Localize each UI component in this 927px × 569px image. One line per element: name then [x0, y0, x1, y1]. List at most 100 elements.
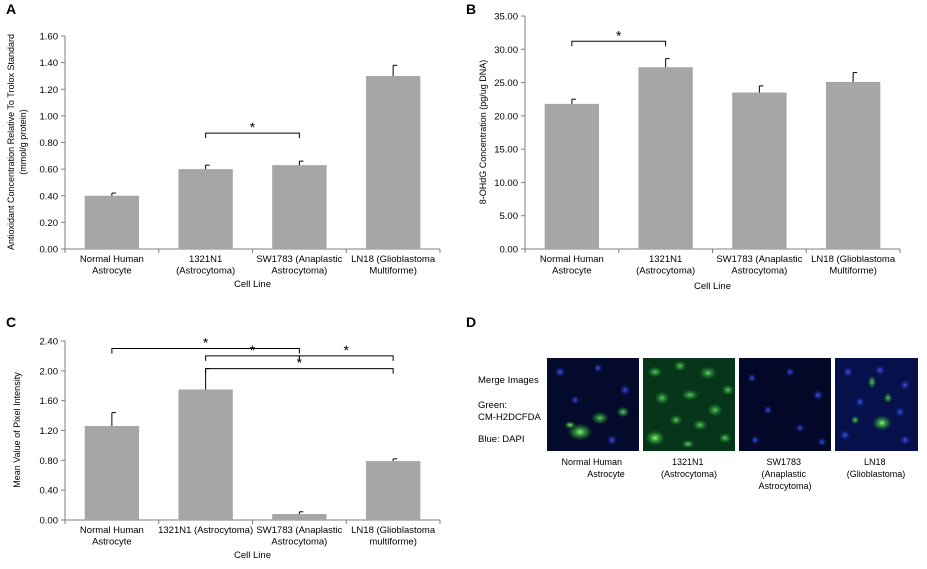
- bar: [178, 169, 233, 249]
- category-label-line: 1321N1: [189, 254, 222, 265]
- panel-d: Merge Images Green: CM-H2DCFDA Blue: DAP…: [478, 358, 918, 491]
- category-label-line: (Astrocytoma): [176, 266, 235, 277]
- category-label-line: Normal Human: [80, 254, 144, 265]
- category-label-line: Astrocytoma): [731, 266, 787, 277]
- category-label-line: multiforme): [369, 537, 417, 548]
- significance-star: *: [344, 342, 350, 358]
- y-tick-label: 20.00: [494, 111, 518, 122]
- category-label-line: 1321N1 (Astrocytoma): [158, 525, 253, 536]
- bar: [365, 461, 421, 520]
- y-tick-label: 0.80: [40, 138, 59, 149]
- category-label-line: LN18 (Glioblastoma: [811, 254, 896, 265]
- y-tick-label: 0.40: [40, 191, 59, 202]
- category-label: LN18 (Glioblastoma Multiforme): [351, 254, 436, 277]
- micrograph-ln18: [835, 358, 918, 451]
- micrograph-1321n1: [643, 358, 735, 451]
- significance-bracket: [111, 347, 300, 354]
- category-label: LN18 (Glioblastoma multiforme): [351, 525, 436, 548]
- category-label-line: LN18 (Glioblastoma: [351, 254, 436, 265]
- significance-bracket: [571, 40, 667, 47]
- category-label: 1321N1 (Astrocytoma): [636, 254, 695, 277]
- micrograph-sw1783: [739, 358, 831, 451]
- legend-merge: Merge Images: [478, 375, 539, 386]
- chart-c: 0.00 0.40 0.80 1.20 1.60 2.00 2.40 Normal Human…: [12, 334, 441, 561]
- category-label: SW1783 (Anaplastic Astrocytoma): [256, 525, 342, 548]
- significance-star: *: [203, 334, 209, 350]
- category-label-line: Multiforme): [369, 266, 417, 277]
- bar: [365, 75, 421, 249]
- y-tick-label: 1.20: [40, 426, 59, 437]
- category-label: 1321N1 (Astrocytoma): [176, 254, 235, 277]
- panel-letter-a: A: [6, 1, 16, 17]
- category-label-line: 1321N1: [649, 254, 682, 265]
- bar: [272, 165, 327, 249]
- x-axis-title: Cell Line: [234, 279, 271, 290]
- legend-dye: CM-H2DCFDA: [478, 412, 541, 423]
- y-tick-label: 30.00: [494, 45, 518, 56]
- y-tick-label: 0.80: [40, 456, 59, 467]
- caption-normal: Normal Human Astrocyte: [561, 457, 624, 479]
- significance-bracket: [205, 132, 300, 139]
- panel-letter-b: B: [466, 1, 476, 17]
- significance-bracket: [205, 368, 394, 374]
- bar: [825, 81, 881, 249]
- category-label-line: SW1783 (Anaplastic: [256, 254, 342, 265]
- bar: [544, 103, 600, 249]
- y-tick-label: 0.00: [40, 245, 59, 256]
- y-tick-label: 0.40: [40, 486, 59, 497]
- category-label-line: SW1783 (Anaplastic: [256, 525, 342, 536]
- legend-green: Green:: [478, 400, 507, 411]
- micrograph-normal-astrocyte: [547, 358, 639, 451]
- panel-letter-c: C: [6, 314, 16, 330]
- significance-star: *: [250, 119, 256, 135]
- y-tick-label: 0.00: [500, 245, 519, 256]
- y-tick-label: 15.00: [494, 145, 518, 156]
- y-tick-label: 1.60: [40, 32, 59, 43]
- category-label-line: Astrocyte: [552, 266, 592, 277]
- y-axis-title: 8-OHdG Concentration (pg/ug DNA): [478, 60, 488, 205]
- bar: [84, 195, 140, 249]
- significance-star: *: [616, 27, 622, 43]
- bar: [178, 389, 233, 520]
- category-label-line: Normal Human: [540, 254, 604, 265]
- category-label-line: Multiforme): [829, 266, 877, 277]
- bar: [732, 92, 787, 249]
- y-axis-title: Antioxidant Concentration Relative To Tr…: [6, 34, 16, 250]
- category-label: Normal Human Astrocyte: [80, 525, 144, 548]
- caption-ln18: LN18 (Glioblastoma): [847, 457, 906, 479]
- category-label: SW1783 (Anaplastic Astrocytoma): [716, 254, 802, 277]
- y-tick-label: 0.00: [40, 516, 59, 527]
- x-axis-title: Cell Line: [234, 550, 271, 561]
- chart-b: 0.00 5.00 10.00 15.00 20.00 25.00 30.00 35.00 No…: [478, 12, 901, 292]
- caption-1321n1: 1321N1 (Astrocytoma): [661, 457, 717, 479]
- category-label: Normal Human Astrocyte: [80, 254, 144, 277]
- y-tick-label: 35.00: [494, 12, 518, 23]
- category-label: LN18 (Glioblastoma Multiforme): [811, 254, 896, 277]
- bar: [272, 514, 327, 520]
- y-tick-label: 0.60: [40, 165, 59, 176]
- x-axis-title: Cell Line: [694, 281, 731, 292]
- category-label-line: Normal Human: [80, 525, 144, 536]
- chart-a: 0.00 0.20 0.40 0.60 0.80 1.00 1.20 1.40 1.60 Norm…: [6, 32, 441, 290]
- category-label-line: LN18 (Glioblastoma: [351, 525, 436, 536]
- panel-letter-d: D: [466, 314, 476, 330]
- y-tick-label: 2.00: [40, 366, 59, 377]
- y-tick-label: 10.00: [494, 178, 518, 189]
- category-label-line: Astrocyte: [92, 266, 132, 277]
- y-tick-label: 2.40: [40, 337, 59, 348]
- y-tick-label: 5.00: [500, 211, 519, 222]
- significance-bracket: [298, 355, 394, 361]
- y-axis-title: (mmol/g protein): [18, 109, 28, 175]
- significance-star: *: [250, 342, 256, 358]
- category-label: 1321N1 (Astrocytoma): [158, 525, 253, 536]
- y-tick-label: 1.00: [40, 111, 59, 122]
- y-axis-title: Mean Value of Pixel Intensity: [12, 372, 22, 488]
- y-tick-label: 25.00: [494, 78, 518, 89]
- category-label: SW1783 (Anaplastic Astrocytoma): [256, 254, 342, 277]
- category-label-line: Astrocytoma): [271, 537, 327, 548]
- significance-star: *: [297, 355, 303, 371]
- legend-blue: Blue: DAPI: [478, 434, 524, 445]
- category-label-line: Astrocyte: [92, 537, 132, 548]
- category-label-line: (Astrocytoma): [636, 266, 695, 277]
